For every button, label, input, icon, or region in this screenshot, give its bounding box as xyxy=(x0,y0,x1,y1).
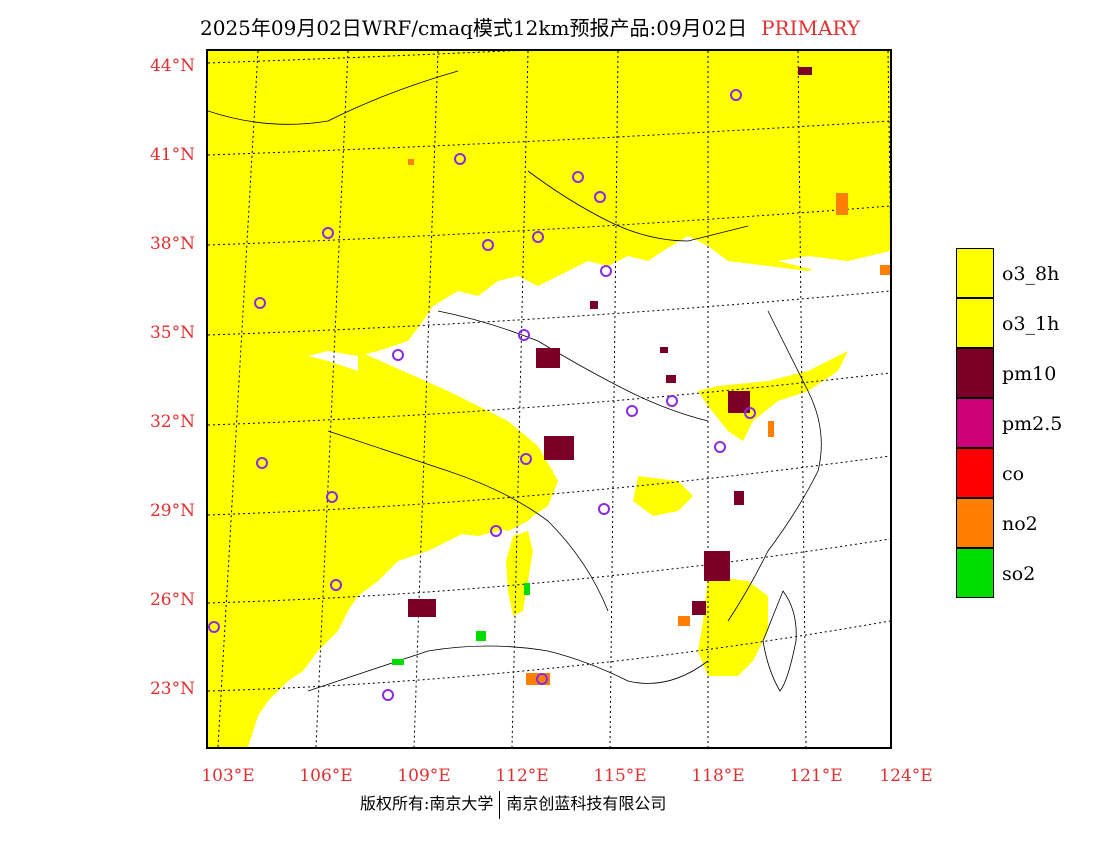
lon-label-109: 109°E xyxy=(397,766,451,786)
lon-label-124: 124°E xyxy=(879,766,933,786)
lat-label-41: 41°N xyxy=(149,145,195,165)
lon-label-121: 121°E xyxy=(789,766,843,786)
lat-label-29: 29°N xyxy=(149,501,195,521)
copyright-right: 南京创蓝科技有限公司 xyxy=(506,794,667,813)
copyright-separator xyxy=(499,790,501,819)
legend-swatch xyxy=(956,498,994,548)
copyright-left: 版权所有:南京大学 xyxy=(360,794,494,813)
longitude-gridlines xyxy=(217,51,890,747)
legend-swatch xyxy=(956,298,994,348)
lon-label-115: 115°E xyxy=(593,766,647,786)
clear-area-2 xyxy=(628,266,668,276)
legend-label: so2 xyxy=(1002,563,1036,585)
legend-label: o3_8h xyxy=(1002,263,1060,285)
o3-coverage-southwest xyxy=(358,351,558,536)
legend-swatch xyxy=(956,448,994,498)
latitude-gridlines xyxy=(208,51,890,692)
so2-patches xyxy=(392,583,530,665)
no2-patches xyxy=(408,159,890,685)
legend-swatch xyxy=(956,348,994,398)
boundaries xyxy=(208,70,822,692)
clear-area-1 xyxy=(778,256,848,271)
legend-swatch xyxy=(956,548,994,598)
legend-label: no2 xyxy=(1002,513,1038,535)
map-canvas xyxy=(208,51,890,747)
forecast-map xyxy=(206,49,892,749)
lat-label-35: 35°N xyxy=(149,323,195,343)
lon-label-106: 106°E xyxy=(299,766,353,786)
station-markers xyxy=(208,89,756,701)
lon-label-112: 112°E xyxy=(495,766,549,786)
pm10-patches xyxy=(408,67,812,617)
legend-swatch xyxy=(956,248,994,298)
o3-coverage-east xyxy=(698,351,848,441)
lon-label-103: 103°E xyxy=(201,766,255,786)
lat-label-38: 38°N xyxy=(149,234,195,254)
o3-coverage-south xyxy=(698,576,768,676)
o3-coverage-southcentral xyxy=(506,531,533,616)
o3-coverage-region xyxy=(208,51,890,361)
o3-coverage-central xyxy=(633,476,693,516)
lat-label-32: 32°N xyxy=(149,412,195,432)
legend-label: o3_1h xyxy=(1002,313,1060,335)
map-title: 2025年09月02日WRF/cmaq模式12km预报产品:09月02日 PRIM… xyxy=(200,12,980,41)
legend-label: pm10 xyxy=(1002,363,1057,385)
title-text: 2025年09月02日WRF/cmaq模式12km预报产品:09月02日 xyxy=(200,16,748,40)
lat-label-26: 26°N xyxy=(149,590,195,610)
lat-label-23: 23°N xyxy=(149,679,195,699)
lat-label-44: 44°N xyxy=(149,56,195,76)
primary-tag: PRIMARY xyxy=(761,16,861,40)
legend-label: pm2.5 xyxy=(1002,413,1063,435)
legend-label: co xyxy=(1002,463,1025,485)
lon-label-118: 118°E xyxy=(691,766,745,786)
legend-swatch xyxy=(956,398,994,448)
copyright: 版权所有:南京大学 南京创蓝科技有限公司 xyxy=(360,790,666,819)
